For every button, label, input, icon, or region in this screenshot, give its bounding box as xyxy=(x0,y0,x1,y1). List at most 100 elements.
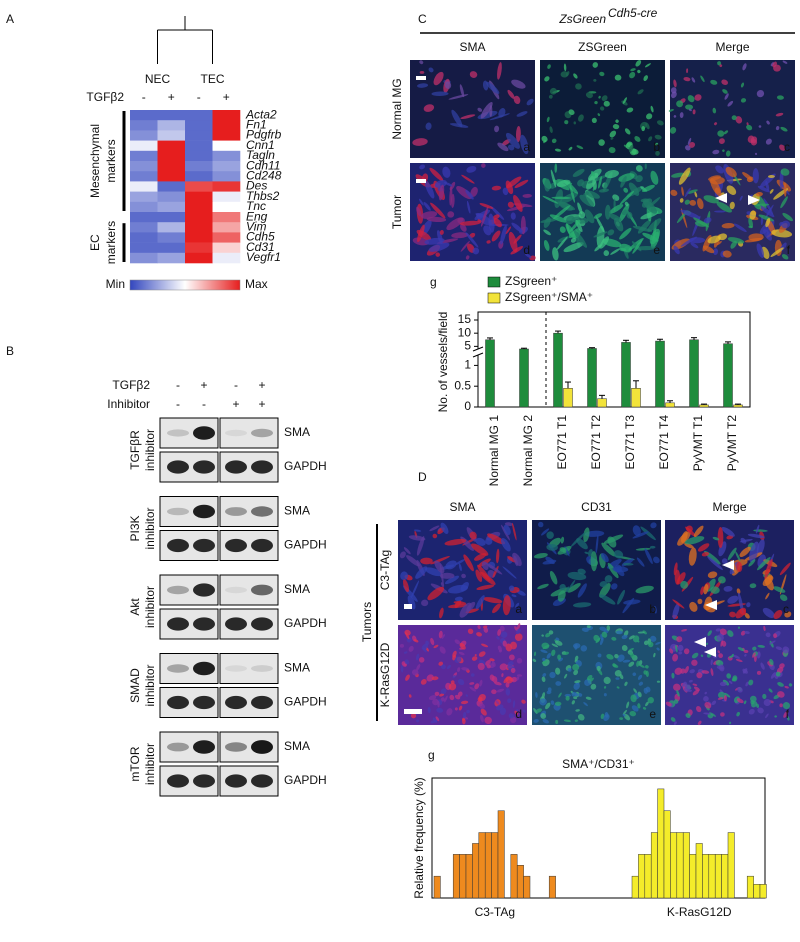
micrograph-texture xyxy=(635,547,651,551)
tile-letter: b xyxy=(649,602,656,616)
micrograph-texture xyxy=(688,141,696,148)
micrograph-texture xyxy=(584,551,589,555)
row-label: Des xyxy=(246,179,267,193)
heatmap-cell xyxy=(130,171,158,182)
micrograph-texture xyxy=(549,214,568,223)
micrograph-texture xyxy=(748,225,753,229)
micrograph-texture xyxy=(629,710,637,717)
micrograph-texture xyxy=(554,148,562,152)
micrograph-texture xyxy=(676,211,687,224)
micrograph-texture xyxy=(559,547,567,553)
row-group-label: EC xyxy=(88,234,102,251)
micrograph-texture xyxy=(573,682,580,690)
blot-group-label: inhibitor xyxy=(143,507,157,549)
micrograph-texture xyxy=(624,201,629,207)
micrograph-texture xyxy=(532,658,537,663)
micrograph-texture xyxy=(591,117,597,124)
bar xyxy=(553,332,563,408)
micrograph-texture xyxy=(552,247,559,261)
micrograph-texture xyxy=(564,673,568,679)
histogram-bar xyxy=(491,832,499,899)
histogram-bar xyxy=(433,875,441,899)
micrograph-texture xyxy=(542,644,550,650)
micrograph-texture xyxy=(600,553,609,563)
micrograph-texture xyxy=(641,126,646,132)
micrograph-texture xyxy=(726,673,732,679)
micrograph-texture xyxy=(460,114,476,119)
micrograph-texture xyxy=(691,652,699,659)
micrograph-texture xyxy=(574,655,579,662)
micrograph-texture xyxy=(665,701,672,707)
row-label: K-RasG12D xyxy=(378,642,392,707)
micrograph-texture xyxy=(496,548,500,564)
micrograph-texture xyxy=(758,125,762,128)
micrograph-texture xyxy=(636,557,645,567)
micrograph-texture xyxy=(742,63,747,71)
micrograph-texture xyxy=(586,625,591,629)
micrograph-texture xyxy=(548,630,554,635)
micrograph-texture xyxy=(691,77,696,83)
micrograph-texture xyxy=(598,188,609,193)
micrograph-texture xyxy=(429,525,440,532)
micrograph-texture xyxy=(399,551,406,559)
micrograph-texture xyxy=(491,660,496,667)
micrograph-texture xyxy=(644,63,651,68)
micrograph-texture xyxy=(763,625,766,631)
micrograph-texture xyxy=(679,112,684,119)
micrograph-texture xyxy=(454,596,463,602)
micrograph-texture xyxy=(513,195,523,212)
micrograph-texture xyxy=(755,524,760,534)
micrograph-texture xyxy=(580,645,588,652)
micrograph-texture xyxy=(465,694,468,697)
micrograph-texture xyxy=(776,667,784,674)
micrograph-texture xyxy=(480,206,489,227)
micrograph-texture xyxy=(494,681,502,686)
micrograph-texture xyxy=(486,664,491,669)
micrograph-texture xyxy=(752,168,759,184)
micrograph-texture xyxy=(565,71,570,77)
blot-band xyxy=(225,507,247,516)
micrograph-texture xyxy=(480,643,489,648)
micrograph-texture xyxy=(737,686,743,693)
tile-letter: b xyxy=(653,140,660,154)
chart-label: g xyxy=(430,275,437,289)
micrograph-texture xyxy=(457,667,461,672)
micrograph-texture xyxy=(712,149,720,155)
micrograph-texture xyxy=(456,186,472,200)
micrograph-texture xyxy=(549,126,553,134)
micrograph-texture xyxy=(725,150,731,157)
micrograph-texture xyxy=(614,74,622,81)
micrograph-texture xyxy=(607,229,615,236)
micrograph-texture xyxy=(643,687,648,694)
micrograph-texture xyxy=(403,651,408,654)
micrograph-texture xyxy=(444,538,467,546)
micrograph-texture xyxy=(454,707,458,711)
micrograph-texture xyxy=(469,682,475,685)
micrograph-texture xyxy=(603,686,607,689)
tile-letter: c xyxy=(783,602,789,616)
micrograph-texture xyxy=(749,210,757,220)
micrograph-texture xyxy=(629,71,636,79)
micrograph-texture xyxy=(508,654,515,661)
micrograph-texture xyxy=(573,73,578,79)
micrograph-texture xyxy=(762,575,774,587)
micrograph-texture xyxy=(475,595,485,610)
micrograph-texture xyxy=(412,669,419,676)
micrograph-texture xyxy=(635,175,643,183)
micrograph-texture xyxy=(718,541,727,557)
micrograph-texture xyxy=(622,709,627,716)
micrograph-texture xyxy=(507,661,514,667)
micrograph-texture xyxy=(568,579,576,591)
bar xyxy=(689,339,699,408)
blot-band xyxy=(167,429,189,437)
blot-band xyxy=(225,742,247,752)
micrograph-texture xyxy=(570,237,577,243)
micrograph-texture xyxy=(451,109,463,128)
histogram-bar xyxy=(650,832,658,899)
micrograph-texture xyxy=(749,541,759,563)
micrograph-texture xyxy=(710,659,713,666)
micrograph-texture xyxy=(748,708,755,715)
micrograph-texture xyxy=(756,556,771,571)
bar xyxy=(563,388,573,408)
micrograph-texture xyxy=(439,646,446,654)
